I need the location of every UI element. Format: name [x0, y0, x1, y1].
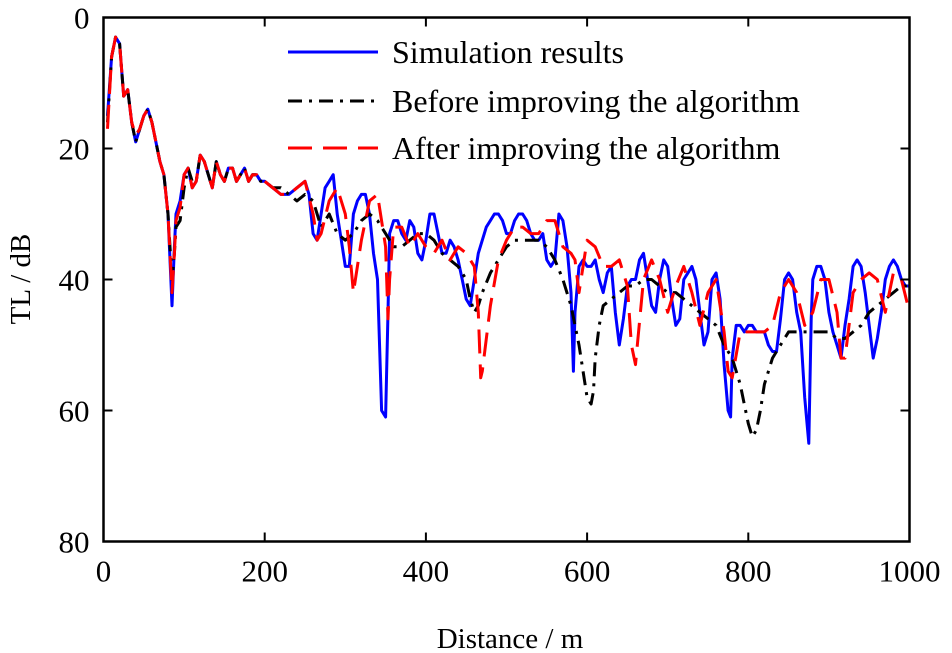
axis-ticks [102, 16, 911, 543]
tick-labels: 0 200 400 600 800 1000 0 20 40 60 80 [59, 1, 941, 589]
legend-label-1: Before improving the algorithm [392, 83, 800, 119]
y-tick-label-2: 40 [59, 263, 90, 298]
legend-label-0: Simulation results [392, 34, 624, 70]
x-tick-label-1: 200 [241, 554, 288, 589]
x-tick-label-3: 600 [564, 554, 611, 589]
x-tick-label-4: 800 [725, 554, 772, 589]
series-line-2 [106, 35, 910, 380]
y-tick-label-3: 60 [59, 394, 90, 429]
y-tick-label-4: 80 [59, 525, 90, 560]
x-tick-label-0: 0 [96, 554, 112, 589]
y-tick-label-1: 20 [59, 132, 90, 167]
series-lines [106, 35, 910, 445]
x-tick-label-2: 400 [403, 554, 450, 589]
y-axis-label: TL / dB [5, 234, 37, 325]
x-axis-label: Distance / m [437, 623, 584, 653]
y-tick-label-0: 0 [74, 1, 90, 36]
series-line-1 [106, 35, 910, 439]
x-tick-label-5: 1000 [879, 554, 941, 589]
legend-label-2: After improving the algorithm [392, 130, 780, 166]
legend: Simulation results Before improving the a… [288, 34, 800, 166]
